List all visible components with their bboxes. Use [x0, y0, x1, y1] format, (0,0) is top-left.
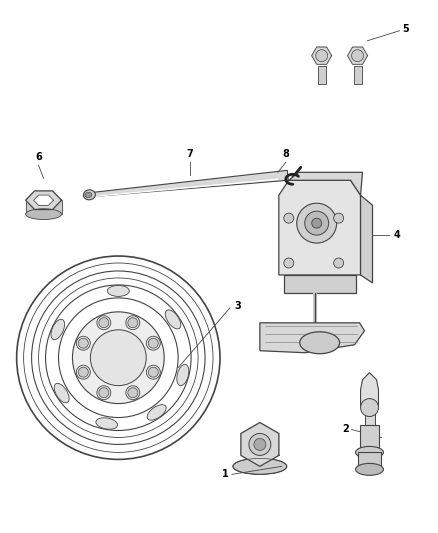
Circle shape: [148, 367, 158, 377]
Text: 7: 7: [187, 149, 194, 159]
Ellipse shape: [356, 463, 384, 475]
Ellipse shape: [83, 190, 95, 200]
Circle shape: [97, 316, 111, 330]
Polygon shape: [25, 200, 61, 214]
Circle shape: [146, 365, 160, 379]
Circle shape: [76, 336, 90, 350]
Ellipse shape: [96, 418, 117, 429]
Circle shape: [254, 439, 266, 450]
Text: 4: 4: [393, 230, 400, 240]
Ellipse shape: [356, 447, 384, 458]
Polygon shape: [85, 171, 288, 197]
Polygon shape: [360, 373, 378, 408]
Ellipse shape: [51, 319, 64, 340]
Ellipse shape: [85, 192, 92, 197]
Circle shape: [99, 387, 109, 398]
Ellipse shape: [165, 310, 181, 329]
Polygon shape: [312, 47, 332, 64]
Circle shape: [72, 312, 164, 403]
Circle shape: [76, 365, 90, 379]
Circle shape: [99, 318, 109, 328]
Circle shape: [312, 218, 321, 228]
Polygon shape: [318, 66, 326, 84]
Circle shape: [316, 50, 328, 62]
Polygon shape: [260, 323, 364, 353]
Circle shape: [284, 258, 294, 268]
Circle shape: [334, 258, 343, 268]
Circle shape: [128, 387, 138, 398]
Polygon shape: [360, 195, 372, 283]
Circle shape: [148, 338, 158, 348]
Circle shape: [360, 399, 378, 416]
Ellipse shape: [107, 286, 129, 296]
Text: 6: 6: [35, 152, 42, 163]
Text: 1: 1: [222, 470, 229, 479]
Ellipse shape: [233, 458, 287, 474]
Circle shape: [102, 342, 134, 374]
Polygon shape: [284, 275, 356, 293]
Ellipse shape: [25, 209, 61, 220]
Polygon shape: [25, 191, 61, 209]
Polygon shape: [279, 180, 360, 275]
Text: 8: 8: [283, 149, 289, 159]
Circle shape: [334, 213, 343, 223]
Polygon shape: [357, 453, 381, 470]
Text: 3: 3: [234, 301, 241, 311]
Circle shape: [297, 203, 337, 243]
Polygon shape: [241, 423, 279, 466]
Polygon shape: [34, 195, 53, 205]
Ellipse shape: [300, 332, 339, 354]
Circle shape: [146, 336, 160, 350]
Circle shape: [128, 318, 138, 328]
Circle shape: [352, 50, 364, 62]
Polygon shape: [353, 66, 361, 84]
Circle shape: [249, 433, 271, 455]
Ellipse shape: [147, 405, 166, 420]
Circle shape: [126, 386, 140, 400]
Polygon shape: [364, 408, 374, 425]
Circle shape: [78, 367, 88, 377]
Polygon shape: [348, 47, 367, 64]
Circle shape: [305, 211, 328, 235]
Circle shape: [284, 213, 294, 223]
Text: 2: 2: [342, 424, 349, 434]
Circle shape: [90, 330, 146, 385]
Polygon shape: [289, 172, 363, 195]
Circle shape: [97, 386, 111, 400]
Text: 5: 5: [403, 24, 409, 34]
Circle shape: [126, 316, 140, 330]
Circle shape: [78, 338, 88, 348]
Ellipse shape: [54, 383, 69, 403]
Ellipse shape: [177, 365, 189, 386]
Polygon shape: [360, 425, 379, 453]
